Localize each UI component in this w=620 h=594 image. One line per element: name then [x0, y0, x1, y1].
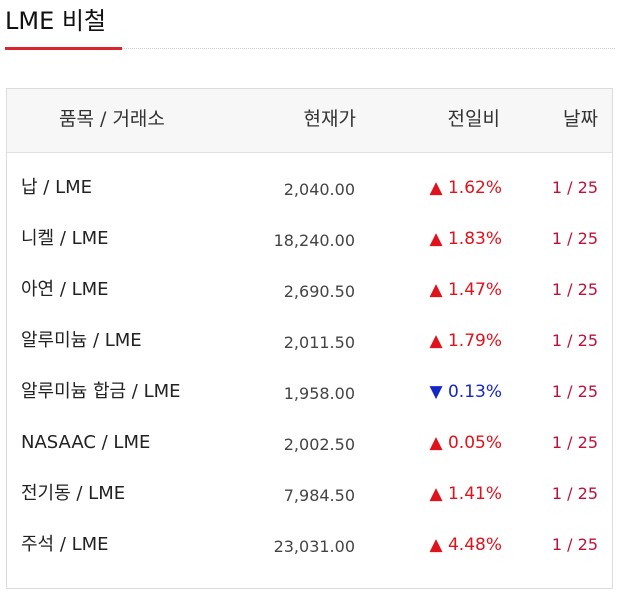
date: 1 / 25: [551, 178, 598, 197]
date: 1 / 25: [551, 280, 598, 299]
item-name: 알루미늄 합금 / LME: [21, 381, 181, 402]
column-header: 전일비: [447, 108, 500, 130]
price-table: 품목 / 거래소 현재가 전일비 날짜 납 / LME 2,040.00 ▲ 1.6…: [6, 88, 613, 589]
item-name: NASAAC / LME: [21, 432, 151, 453]
current-price: 2,002.50: [283, 435, 355, 454]
item-name: 아연 / LME: [21, 279, 109, 300]
title-underline: [5, 47, 122, 50]
date: 1 / 25: [551, 229, 598, 248]
current-price: 1,958.00: [283, 384, 355, 403]
date: 1 / 25: [551, 484, 598, 503]
current-price: 2,011.50: [283, 333, 355, 352]
current-price: 7,984.50: [283, 486, 355, 505]
item-name: 알루미늄 / LME: [21, 330, 142, 351]
daily-change: ▲ 1.79%: [429, 331, 502, 351]
daily-change: ▲ 1.83%: [429, 229, 502, 249]
section-title: LME 비철: [5, 7, 107, 35]
current-price: 2,040.00: [283, 180, 355, 199]
column-header: 날짜: [563, 108, 598, 130]
daily-change: ▲ 1.41%: [429, 484, 502, 504]
current-price: 23,031.00: [273, 537, 355, 556]
column-header: 현재가: [303, 108, 356, 130]
column-header: 품목 / 거래소: [59, 108, 165, 130]
current-price: 18,240.00: [273, 231, 355, 250]
table-header: 품목 / 거래소 현재가 전일비 날짜: [7, 89, 612, 153]
date: 1 / 25: [551, 433, 598, 452]
daily-change: ▼ 0.13%: [429, 382, 502, 402]
date: 1 / 25: [551, 535, 598, 554]
item-name: 니켈 / LME: [21, 228, 109, 249]
item-name: 주석 / LME: [21, 534, 109, 555]
date: 1 / 25: [551, 382, 598, 401]
date: 1 / 25: [551, 331, 598, 350]
divider: [122, 48, 615, 49]
item-name: 납 / LME: [21, 177, 92, 198]
daily-change: ▲ 0.05%: [429, 433, 502, 453]
daily-change: ▲ 1.62%: [429, 178, 502, 198]
daily-change: ▲ 4.48%: [429, 535, 502, 555]
item-name: 전기동 / LME: [21, 483, 126, 504]
daily-change: ▲ 1.47%: [429, 280, 502, 300]
current-price: 2,690.50: [283, 282, 355, 301]
